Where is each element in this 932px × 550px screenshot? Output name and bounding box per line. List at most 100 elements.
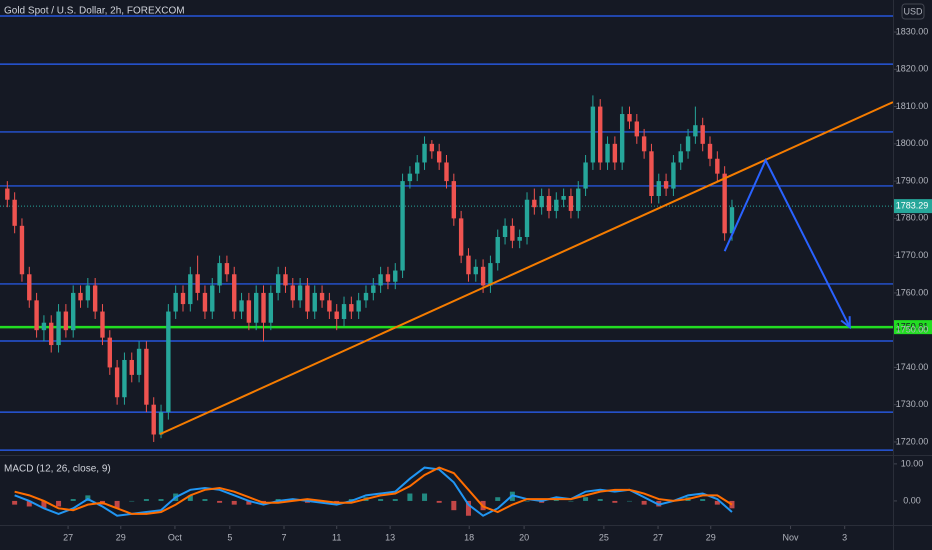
y-tick-label: 1760.00 [896, 287, 929, 297]
candle-body [663, 181, 669, 189]
candle-body [605, 143, 610, 163]
candle-body [429, 143, 435, 152]
candle-body [598, 106, 603, 163]
candle-body [268, 292, 274, 323]
candle-body [473, 266, 478, 275]
y2-tick-label: 0.00 [903, 495, 921, 505]
candle-body [261, 292, 266, 323]
candle-body [693, 125, 698, 137]
candle-body [458, 218, 464, 256]
candle-body [107, 337, 112, 368]
candle-body [510, 225, 515, 241]
x-tick-label: 5 [227, 532, 232, 542]
candle-body [583, 162, 588, 189]
macd-line [14, 466, 733, 515]
candle-body [466, 255, 471, 275]
candle-body [144, 348, 149, 405]
candle-body [407, 173, 413, 182]
macd-histogram-bar [436, 500, 442, 503]
macd-histogram-bar [407, 493, 413, 501]
candle-body [641, 136, 647, 152]
x-tick-label: 7 [281, 532, 286, 542]
y-tick-label: 1780.00 [896, 213, 929, 223]
macd-histogram-bar [700, 499, 706, 501]
candle-body [568, 196, 574, 211]
candle-body [136, 348, 142, 375]
candle-body [415, 162, 420, 174]
candle-body [349, 304, 354, 312]
candle-body [297, 285, 303, 301]
x-tick-label: 18 [464, 532, 474, 542]
candle-body [319, 292, 325, 301]
overlay-layer: 1750.81 1783.29 [159, 101, 932, 436]
macd-histogram-bar [41, 500, 47, 509]
candle-body [502, 225, 508, 238]
macd-histogram-bar [465, 500, 471, 516]
candle-body [619, 114, 625, 163]
chart-title: Gold Spot / U.S. Dollar, 2h, FOREXCOM [4, 6, 185, 17]
candle-body [371, 285, 376, 293]
x-tick-label: 29 [116, 532, 126, 542]
candle-body [546, 196, 552, 211]
candle-body [122, 359, 127, 398]
y-tick-label: 1730.00 [896, 399, 929, 409]
candle-body [363, 292, 369, 301]
candle-body [495, 237, 500, 264]
candle-body [612, 143, 618, 163]
macd-histogram-bar [217, 500, 223, 503]
y-tick-label: 1800.00 [896, 138, 929, 148]
x-tick-label: Nov [783, 532, 800, 542]
candle-body [49, 322, 54, 346]
candle-body [627, 114, 632, 122]
candle-body [561, 196, 566, 200]
macd-histogram-bar [568, 500, 574, 502]
currency-box[interactable] [901, 3, 925, 20]
macd-label: MACD (12, 26, close, 9) [4, 464, 111, 475]
candle-body [451, 181, 457, 219]
candle-body [524, 199, 530, 238]
macd-histogram-bar [524, 500, 530, 502]
x-tick-label: 20 [519, 532, 529, 542]
y-tick-label: 1740.00 [896, 362, 929, 372]
x-tick-label: Oct [168, 532, 183, 542]
macd-histogram-bar [612, 500, 618, 503]
candle-body [356, 300, 361, 312]
candle-body [195, 274, 200, 293]
y-tick-label: 1830.00 [896, 26, 929, 36]
macd-histogram-bar [641, 500, 647, 505]
candle-body [92, 285, 98, 312]
candle-body [422, 143, 427, 163]
candle-body [210, 285, 215, 312]
candle-body [158, 412, 164, 435]
candle-body [715, 158, 720, 174]
candle-body [539, 196, 544, 208]
candle-body [729, 207, 735, 234]
candle-body [19, 225, 25, 275]
candle-body [656, 181, 661, 197]
candle-body [341, 304, 347, 319]
key-level-badge [894, 320, 932, 335]
y2-tick-label: 10.00 [901, 458, 924, 468]
x-tick-label: 29 [706, 532, 716, 542]
macd-histogram-bar [583, 497, 589, 501]
candle-body [649, 151, 654, 197]
candle-body [290, 285, 295, 301]
candle-body [151, 404, 156, 435]
candle-body [488, 263, 493, 286]
last-price-badge [894, 199, 932, 214]
candle-body [707, 143, 713, 159]
macd-histogram-bar [202, 499, 208, 501]
macd-histogram-bar [451, 500, 457, 511]
macd-histogram-bar [70, 499, 76, 501]
candle-body [5, 188, 10, 200]
candle-body [224, 263, 230, 275]
candle-body [173, 292, 178, 312]
candle-body [34, 300, 39, 331]
key-level-label: 1750.81 [896, 322, 929, 332]
candle-body [253, 292, 259, 323]
x-tick-label: 3 [842, 532, 847, 542]
candle-body [393, 270, 398, 282]
candle-body [27, 274, 32, 301]
